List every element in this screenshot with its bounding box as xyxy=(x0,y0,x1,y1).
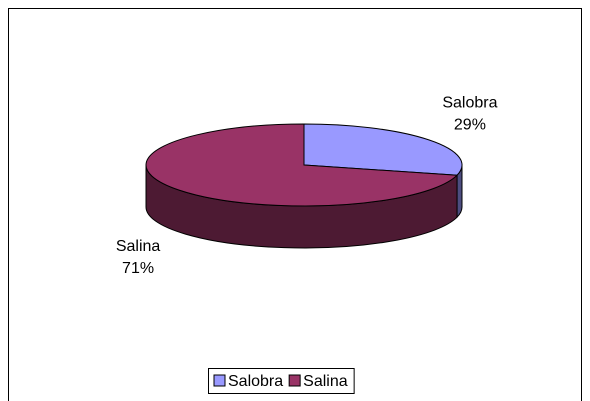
chart-frame xyxy=(8,8,582,401)
legend-label: Salina xyxy=(303,373,348,390)
legend: Salobra Salina xyxy=(208,368,355,394)
legend-label: Salobra xyxy=(228,373,283,390)
data-label-value: 29% xyxy=(454,116,486,133)
legend-box xyxy=(208,368,355,394)
slice xyxy=(303,123,463,176)
legend-swatch xyxy=(213,374,226,387)
slice xyxy=(145,123,459,207)
legend-swatch xyxy=(288,374,301,387)
data-label-value: 71% xyxy=(122,260,154,277)
data-label-name: Salobra xyxy=(442,94,497,111)
data-label-name: Salina xyxy=(116,238,161,255)
